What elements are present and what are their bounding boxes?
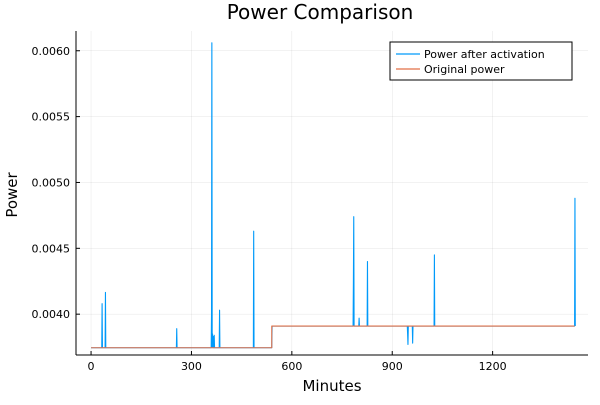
legend-label: Original power <box>424 63 505 76</box>
chart-title: Power Comparison <box>227 0 414 24</box>
x-tick-label: 300 <box>181 360 202 373</box>
legend-box <box>389 41 573 81</box>
axes: 0 300 600 900 1200 0.0040 0.0045 0.0050 0.0055 0.… <box>32 31 588 373</box>
legend-label: Power after activation <box>424 48 545 61</box>
series-line-original-power <box>91 325 575 349</box>
x-tick-label: 900 <box>382 360 403 373</box>
y-tick-label: 0.0050 <box>32 176 71 189</box>
y-tick-label: 0.0055 <box>32 111 71 124</box>
x-tick-label: 0 <box>88 360 95 373</box>
y-tick-label: 0.0060 <box>32 45 71 58</box>
x-tick-label: 1200 <box>479 360 507 373</box>
y-tick-label: 0.0045 <box>32 242 71 255</box>
x-tick-label: 600 <box>281 360 302 373</box>
series-line-power-after-activation <box>91 42 576 349</box>
x-axis-title: Minutes <box>302 377 361 395</box>
legend: Power after activation Original power <box>389 41 573 81</box>
series-layer <box>91 42 576 349</box>
y-tick-label: 0.0040 <box>32 308 71 321</box>
y-axis-title: Power <box>3 171 21 217</box>
